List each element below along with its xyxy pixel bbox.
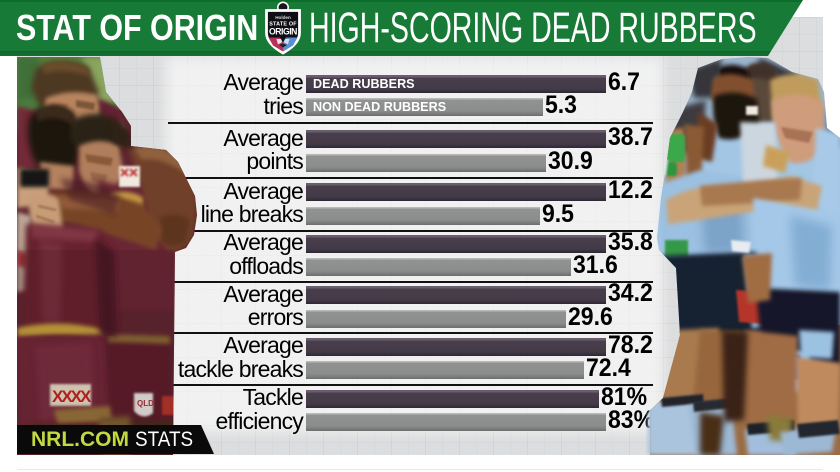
- svg-text:STATE OF: STATE OF: [269, 22, 297, 28]
- svg-text:QLD: QLD: [137, 399, 154, 408]
- svg-text:Holden: Holden: [275, 15, 291, 20]
- svg-text:XXXX: XXXX: [52, 387, 92, 406]
- svg-text:ORIGIN: ORIGIN: [269, 26, 297, 36]
